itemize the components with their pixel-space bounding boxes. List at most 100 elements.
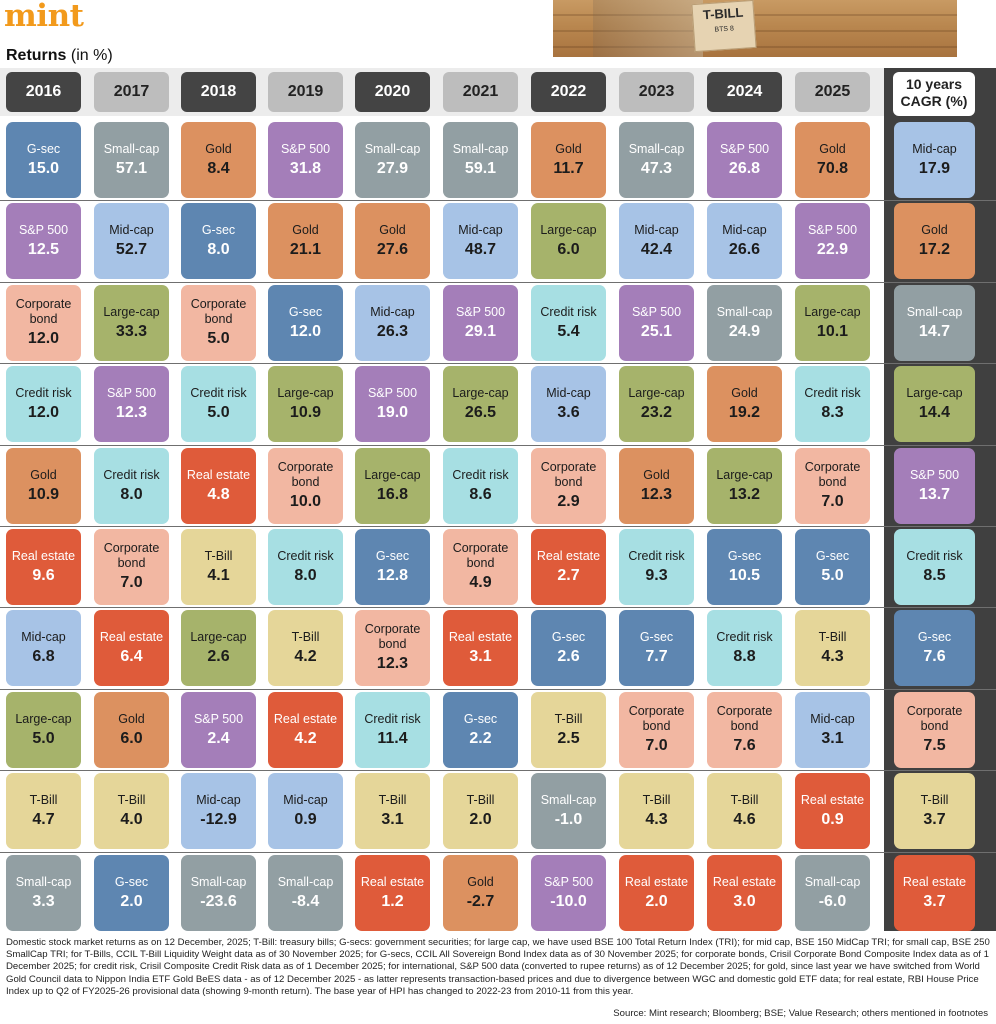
- asset-label: S&P 500: [193, 711, 244, 726]
- asset-label: Real estate: [624, 874, 689, 889]
- row-divider: [0, 445, 996, 446]
- asset-label: Real estate: [448, 629, 513, 644]
- cell-2024-small-cap: Small-cap 24.9: [707, 285, 782, 361]
- asset-label: Small-cap: [906, 304, 963, 319]
- return-value: 70.8: [816, 159, 849, 177]
- return-value: -6.0: [818, 892, 847, 910]
- asset-label: Credit risk: [906, 548, 963, 563]
- return-value: 23.2: [640, 403, 673, 421]
- return-value: 6.4: [120, 647, 143, 665]
- asset-label: Real estate: [536, 548, 601, 563]
- asset-label: Mid-cap: [458, 222, 503, 237]
- cell-10-years-cagr--large-cap: Large-cap 14.4: [894, 366, 975, 442]
- cell-2016-credit-risk: Credit risk 12.0: [6, 366, 81, 442]
- return-value: 13.7: [918, 485, 951, 503]
- cell-2023-small-cap: Small-cap 47.3: [619, 122, 694, 198]
- return-value: -2.7: [466, 892, 495, 910]
- cell-2016-real-estate: Real estate 9.6: [6, 529, 81, 605]
- asset-label: Small-cap: [540, 792, 597, 807]
- asset-label: Credit risk: [804, 385, 861, 400]
- chart-title-unit: (in %): [70, 47, 113, 64]
- return-value: 10.9: [27, 485, 60, 503]
- asset-label: S&P 500: [455, 304, 506, 319]
- return-value: 4.7: [32, 810, 55, 828]
- row-divider: [0, 689, 996, 690]
- asset-label: Corporate bond: [716, 704, 773, 733]
- asset-label: Gold: [921, 222, 948, 237]
- asset-label: Mid-cap: [370, 304, 415, 319]
- asset-label: T-Bill: [554, 711, 583, 726]
- asset-label: Large-cap: [277, 385, 334, 400]
- asset-label: S&P 500: [18, 222, 69, 237]
- return-value: 12.3: [376, 655, 409, 672]
- return-value: 5.4: [557, 322, 580, 340]
- asset-label: T-Bill: [818, 629, 847, 644]
- cell-2019-credit-risk: Credit risk 8.0: [268, 529, 343, 605]
- cell-2018-large-cap: Large-cap 2.6: [181, 610, 256, 686]
- cell-2024-sandp-500: S&P 500 26.8: [707, 122, 782, 198]
- cell-2020-t-bill: T-Bill 3.1: [355, 773, 430, 849]
- cell-2022-t-bill: T-Bill 2.5: [531, 692, 606, 768]
- asset-label: Real estate: [273, 711, 338, 726]
- return-value: 2.7: [557, 566, 580, 584]
- cell-2022-large-cap: Large-cap 6.0: [531, 203, 606, 279]
- cell-2023-large-cap: Large-cap 23.2: [619, 366, 694, 442]
- cell-2018-real-estate: Real estate 4.8: [181, 448, 256, 524]
- return-value: 7.0: [821, 493, 844, 510]
- asset-label: T-Bill: [117, 792, 146, 807]
- asset-label: Small-cap: [277, 874, 334, 889]
- return-value: 15.0: [27, 159, 60, 177]
- cell-2018-mid-cap: Mid-cap -12.9: [181, 773, 256, 849]
- cell-2020-g-sec: G-sec 12.8: [355, 529, 430, 605]
- cell-10-years-cagr--g-sec: G-sec 7.6: [894, 610, 975, 686]
- return-value: 2.0: [469, 810, 492, 828]
- asset-label: T-Bill: [730, 792, 759, 807]
- cell-2024-large-cap: Large-cap 13.2: [707, 448, 782, 524]
- row-divider: [0, 526, 996, 527]
- return-value: 7.6: [923, 647, 946, 665]
- cell-2024-t-bill: T-Bill 4.6: [707, 773, 782, 849]
- cell-2017-large-cap: Large-cap 33.3: [94, 285, 169, 361]
- asset-label: G-sec: [917, 629, 952, 644]
- cell-2020-credit-risk: Credit risk 11.4: [355, 692, 430, 768]
- cell-2017-t-bill: T-Bill 4.0: [94, 773, 169, 849]
- asset-label: Credit risk: [540, 304, 597, 319]
- cell-2024-credit-risk: Credit risk 8.8: [707, 610, 782, 686]
- asset-label: Real estate: [11, 548, 76, 563]
- header-photo: T-BILL BTS 8: [553, 0, 957, 57]
- return-value: 2.9: [557, 493, 580, 510]
- cell-2025-g-sec: G-sec 5.0: [795, 529, 870, 605]
- return-value: 47.3: [640, 159, 673, 177]
- year-header-2021: 2021: [443, 72, 518, 112]
- asset-label: S&P 500: [909, 467, 960, 482]
- asset-label: Gold: [379, 222, 406, 237]
- asset-label: Real estate: [712, 874, 777, 889]
- cagr-header-line2: CAGR (%): [900, 93, 968, 109]
- asset-label: G-sec: [815, 548, 850, 563]
- return-value: 16.8: [376, 485, 409, 503]
- asset-label: Real estate: [800, 792, 865, 807]
- cell-2021-gold: Gold -2.7: [443, 855, 518, 931]
- return-value: 3.7: [923, 810, 946, 828]
- return-value: 2.6: [207, 647, 230, 665]
- return-value: 12.8: [376, 566, 409, 584]
- asset-label: G-sec: [551, 629, 586, 644]
- asset-label: Gold: [467, 874, 494, 889]
- asset-label: Credit risk: [452, 467, 509, 482]
- cagr-header-line1: 10 years: [905, 76, 963, 92]
- asset-label: T-Bill: [291, 629, 320, 644]
- row-divider: [0, 607, 996, 608]
- asset-label: Corporate bond: [540, 460, 597, 489]
- asset-label: Real estate: [902, 874, 967, 889]
- cell-10-years-cagr--mid-cap: Mid-cap 17.9: [894, 122, 975, 198]
- cell-2025-large-cap: Large-cap 10.1: [795, 285, 870, 361]
- return-value: 1.2: [381, 892, 404, 910]
- return-value: 6.8: [32, 647, 55, 665]
- cell-2017-gold: Gold 6.0: [94, 692, 169, 768]
- return-value: 2.0: [120, 892, 143, 910]
- return-value: 3.1: [469, 647, 492, 665]
- cell-2017-small-cap: Small-cap 57.1: [94, 122, 169, 198]
- return-value: 4.6: [733, 810, 756, 828]
- return-value: 7.0: [120, 574, 143, 591]
- asset-label: G-sec: [727, 548, 762, 563]
